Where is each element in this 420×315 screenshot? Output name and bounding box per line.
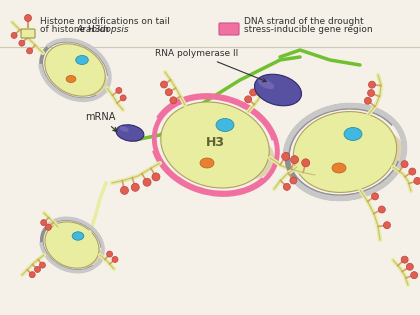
Circle shape <box>414 177 420 184</box>
Text: Histone modifications on tail: Histone modifications on tail <box>40 18 170 26</box>
Ellipse shape <box>45 44 105 96</box>
Circle shape <box>291 156 299 164</box>
Ellipse shape <box>295 127 403 185</box>
Ellipse shape <box>161 102 269 188</box>
Circle shape <box>406 263 413 270</box>
Circle shape <box>112 256 118 262</box>
Circle shape <box>131 183 139 191</box>
Circle shape <box>383 222 391 229</box>
Text: Arabidopsis: Arabidopsis <box>76 26 129 35</box>
FancyBboxPatch shape <box>21 29 35 38</box>
Ellipse shape <box>332 163 346 173</box>
Circle shape <box>401 256 408 263</box>
FancyBboxPatch shape <box>219 23 239 35</box>
Circle shape <box>152 173 160 181</box>
Ellipse shape <box>49 230 103 268</box>
Circle shape <box>372 193 378 200</box>
Text: DNA strand of the drought: DNA strand of the drought <box>244 18 364 26</box>
Ellipse shape <box>293 112 396 192</box>
Circle shape <box>302 159 310 167</box>
Circle shape <box>39 262 45 268</box>
Circle shape <box>26 48 33 54</box>
Circle shape <box>249 89 257 96</box>
Text: of histone H3in: of histone H3in <box>40 26 112 35</box>
Text: RNA polymerase II: RNA polymerase II <box>155 49 266 82</box>
Circle shape <box>365 97 371 104</box>
Circle shape <box>143 178 151 186</box>
Circle shape <box>368 81 375 88</box>
Circle shape <box>245 96 252 103</box>
Ellipse shape <box>119 126 129 132</box>
Ellipse shape <box>344 128 362 140</box>
Ellipse shape <box>163 117 275 181</box>
Circle shape <box>165 89 172 96</box>
Ellipse shape <box>72 232 84 240</box>
Ellipse shape <box>216 118 234 131</box>
Circle shape <box>368 89 375 97</box>
Ellipse shape <box>255 74 302 106</box>
Ellipse shape <box>45 222 99 268</box>
Circle shape <box>411 272 418 279</box>
Ellipse shape <box>49 52 109 96</box>
Circle shape <box>41 220 47 226</box>
Circle shape <box>29 272 35 278</box>
Circle shape <box>19 40 25 46</box>
Circle shape <box>116 88 122 94</box>
Circle shape <box>282 152 290 160</box>
Ellipse shape <box>116 125 144 141</box>
Ellipse shape <box>76 55 88 65</box>
Circle shape <box>24 14 32 21</box>
Text: H3: H3 <box>205 135 225 148</box>
Circle shape <box>160 81 168 88</box>
Circle shape <box>11 32 17 38</box>
Text: mRNA: mRNA <box>85 112 117 131</box>
Circle shape <box>34 266 40 272</box>
Circle shape <box>378 206 385 213</box>
Circle shape <box>170 97 177 104</box>
Circle shape <box>290 177 297 184</box>
Circle shape <box>120 95 126 101</box>
Circle shape <box>401 161 408 168</box>
Circle shape <box>107 251 113 257</box>
Ellipse shape <box>257 79 274 89</box>
Text: stress-inducible gene region: stress-inducible gene region <box>244 26 373 35</box>
Ellipse shape <box>200 158 214 168</box>
Circle shape <box>409 168 416 175</box>
Circle shape <box>284 183 290 190</box>
Ellipse shape <box>66 76 76 83</box>
Circle shape <box>121 186 129 194</box>
Circle shape <box>45 224 51 230</box>
